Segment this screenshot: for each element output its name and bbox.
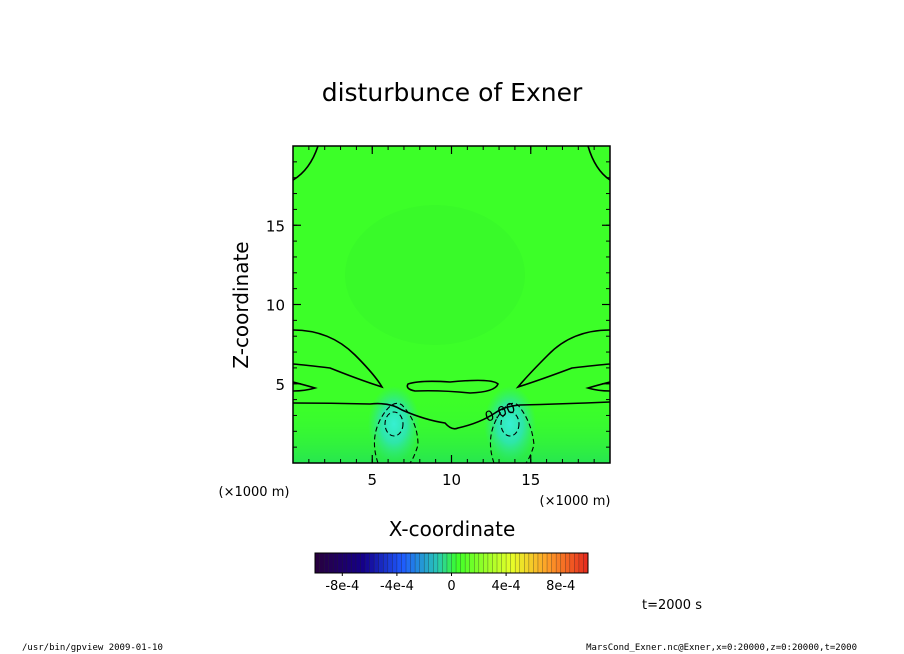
colorbar-segment [442, 553, 448, 573]
colorbar-segment [406, 553, 411, 573]
colorbar-segment [551, 553, 557, 573]
colorbar-segment [492, 553, 498, 573]
colorbar-segment [415, 553, 420, 573]
colorbar-segment [565, 553, 571, 573]
colorbar-segment [324, 553, 329, 573]
colorbar-segment [519, 553, 525, 573]
colorbar-segment [333, 553, 339, 573]
colorbar-segment [456, 553, 461, 573]
colorbar-segment [574, 553, 580, 573]
contour-min-left-inner [384, 411, 404, 437]
colorbar-segment [510, 553, 516, 573]
contour-wing-left [293, 329, 384, 389]
colorbar-segment [506, 553, 511, 573]
plot-area [293, 146, 610, 463]
colorbar-segment [360, 553, 366, 573]
field-center-lobe [345, 205, 525, 345]
colorbar-segment [315, 553, 320, 573]
contour-zero [293, 401, 610, 430]
colorbar-segment [374, 553, 379, 573]
colorbar-tick-label: 4e-4 [491, 579, 520, 594]
colorbar-segment [578, 553, 584, 573]
colorbar-segment [569, 553, 575, 573]
colorbar-segment [524, 553, 530, 573]
colorbar-segment [478, 553, 484, 573]
colorbar-segment [537, 553, 543, 573]
colorbar-segment [542, 553, 548, 573]
colorbar-tick-label: -8e-4 [325, 579, 359, 594]
x-axis-label: X-coordinate [389, 517, 516, 541]
x-axis-ticks: 5 10 15 [308, 146, 595, 489]
contour-min-left-outer [373, 402, 419, 463]
colorbar-segment [465, 553, 470, 573]
contour-min-right-outer [489, 402, 535, 463]
colorbar-segment [396, 553, 402, 573]
x-tick-label: 15 [521, 471, 540, 489]
x-axis-unit-left: (×1000 m) [219, 485, 290, 500]
colorbar [314, 553, 589, 573]
colorbar-segment [556, 553, 561, 573]
colorbar-segment [547, 553, 552, 573]
colorbar-tick-label: 0 [447, 579, 455, 594]
colorbar-segment [410, 553, 416, 573]
colorbar-segment [351, 553, 357, 573]
colorbar-segment [437, 553, 443, 573]
colorbar-segment [483, 553, 489, 573]
colorbar-segment [378, 553, 384, 573]
colorbar-segment [355, 553, 361, 573]
colorbar-segment [424, 553, 430, 573]
colorbar-segment [533, 553, 539, 573]
colorbar-segment [474, 553, 480, 573]
y-tick-label: 5 [275, 376, 285, 394]
colorbar-segment [469, 553, 475, 573]
colorbar-segment [446, 553, 452, 573]
colorbar-segment [387, 553, 393, 573]
colorbar-segment [583, 553, 589, 573]
colorbar-segment [497, 553, 502, 573]
colorbar-segment [365, 553, 370, 573]
colorbar-segment [337, 553, 343, 573]
colorbar-segment [451, 553, 457, 573]
x-tick-label: 10 [442, 471, 461, 489]
field-min-left [368, 386, 420, 462]
contours-dashed [373, 402, 535, 463]
y-axis-ticks: 5 10 15 [266, 161, 610, 448]
colorbar-segment [369, 553, 375, 573]
x-axis-unit-right: (×1000 m) [540, 494, 611, 509]
colorbar-segment [319, 553, 325, 573]
colorbar-ticks: -8e-4 -4e-4 0 4e-4 8e-4 [325, 573, 575, 594]
colorbar-segment [515, 553, 521, 573]
y-tick-label: 15 [266, 217, 285, 235]
colorbar-segment [501, 553, 507, 573]
colorbar-segment [560, 553, 566, 573]
y-axis-label: Z-coordinate [229, 241, 253, 368]
contour-min-right-inner [500, 411, 520, 437]
footer-left: /usr/bin/gpview 2009-01-10 [22, 643, 163, 653]
colorbar-tick-label: 8e-4 [546, 579, 575, 594]
colorbar-segment [342, 553, 348, 573]
time-label: t=2000 s [642, 598, 702, 613]
colorbar-tick-label: -4e-4 [380, 579, 414, 594]
colorbar-segment [460, 553, 466, 573]
footer-right: MarsCond_Exner.nc@Exner,x=0:20000,z=0:20… [586, 643, 857, 653]
colorbar-segment [428, 553, 434, 573]
colorbar-segment [419, 553, 425, 573]
x-tick-label: 5 [367, 471, 377, 489]
colorbar-segment [383, 553, 389, 573]
colorbar-segment [346, 553, 352, 573]
contour-center-blob [406, 379, 499, 394]
contour-wing-right [515, 329, 610, 389]
colorbar-segment [433, 553, 439, 573]
y-tick-label: 10 [266, 297, 285, 315]
colorbar-segment [401, 553, 407, 573]
colorbar-segment [487, 553, 493, 573]
colorbar-segment [328, 553, 334, 573]
chart-title: disturbunce of Exner [322, 78, 583, 107]
colorbar-segment [528, 553, 534, 573]
colorbar-segment [392, 553, 398, 573]
